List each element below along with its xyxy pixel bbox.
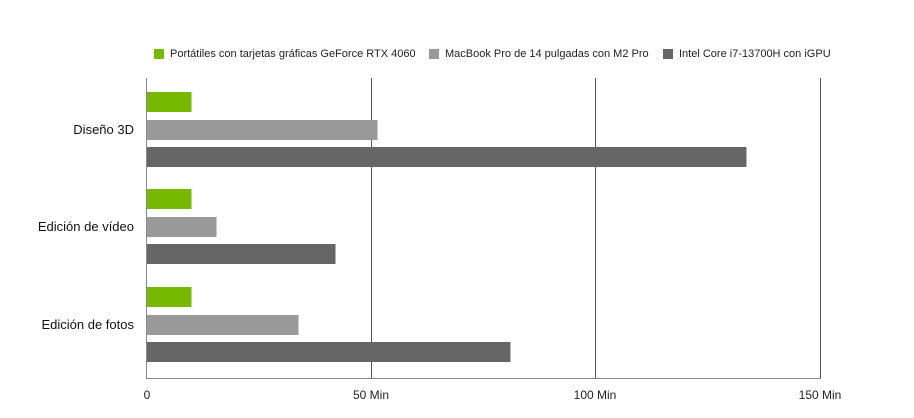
legend-label: MacBook Pro de 14 pulgadas con M2 Pro xyxy=(445,48,649,60)
legend-swatch-green xyxy=(154,49,164,59)
bar-macbook xyxy=(147,217,217,237)
gridline-150 xyxy=(820,78,821,378)
legend-label: Portátiles con tarjetas gráficas GeForce… xyxy=(170,48,416,60)
x-tick-0: 0 xyxy=(143,388,151,402)
category-label-edicion-fotos: Edición de fotos xyxy=(41,317,134,332)
x-tick-150: 150 Min xyxy=(798,388,842,402)
category-label-edicion-video: Edición de vídeo xyxy=(37,219,134,234)
legend-item-intel: Intel Core i7-13700H con iGPU xyxy=(663,48,831,60)
bar-rtx4060 xyxy=(147,92,192,112)
bar-macbook xyxy=(147,120,378,140)
chart-legend: Portátiles con tarjetas gráficas GeForce… xyxy=(0,48,914,64)
y-axis-line xyxy=(146,78,147,379)
gridline-100 xyxy=(595,78,596,378)
legend-label: Intel Core i7-13700H con iGPU xyxy=(679,48,831,60)
bar-rtx4060 xyxy=(147,287,192,307)
x-tick-50: 50 Min xyxy=(352,388,390,402)
bar-intel xyxy=(147,342,511,362)
bar-rtx4060 xyxy=(147,189,192,209)
gridline-50 xyxy=(371,78,372,378)
x-axis-line xyxy=(146,378,821,379)
legend-item-macbook: MacBook Pro de 14 pulgadas con M2 Pro xyxy=(429,48,649,60)
legend-item-rtx4060: Portátiles con tarjetas gráficas GeForce… xyxy=(154,48,416,60)
legend-swatch-light-gray xyxy=(429,49,439,59)
legend-swatch-dark-gray xyxy=(663,49,673,59)
category-label-diseno-3d: Diseño 3D xyxy=(73,122,134,137)
bar-intel xyxy=(147,147,747,167)
bar-intel xyxy=(147,244,336,264)
x-tick-100: 100 Min xyxy=(573,388,617,402)
bar-macbook xyxy=(147,315,299,335)
